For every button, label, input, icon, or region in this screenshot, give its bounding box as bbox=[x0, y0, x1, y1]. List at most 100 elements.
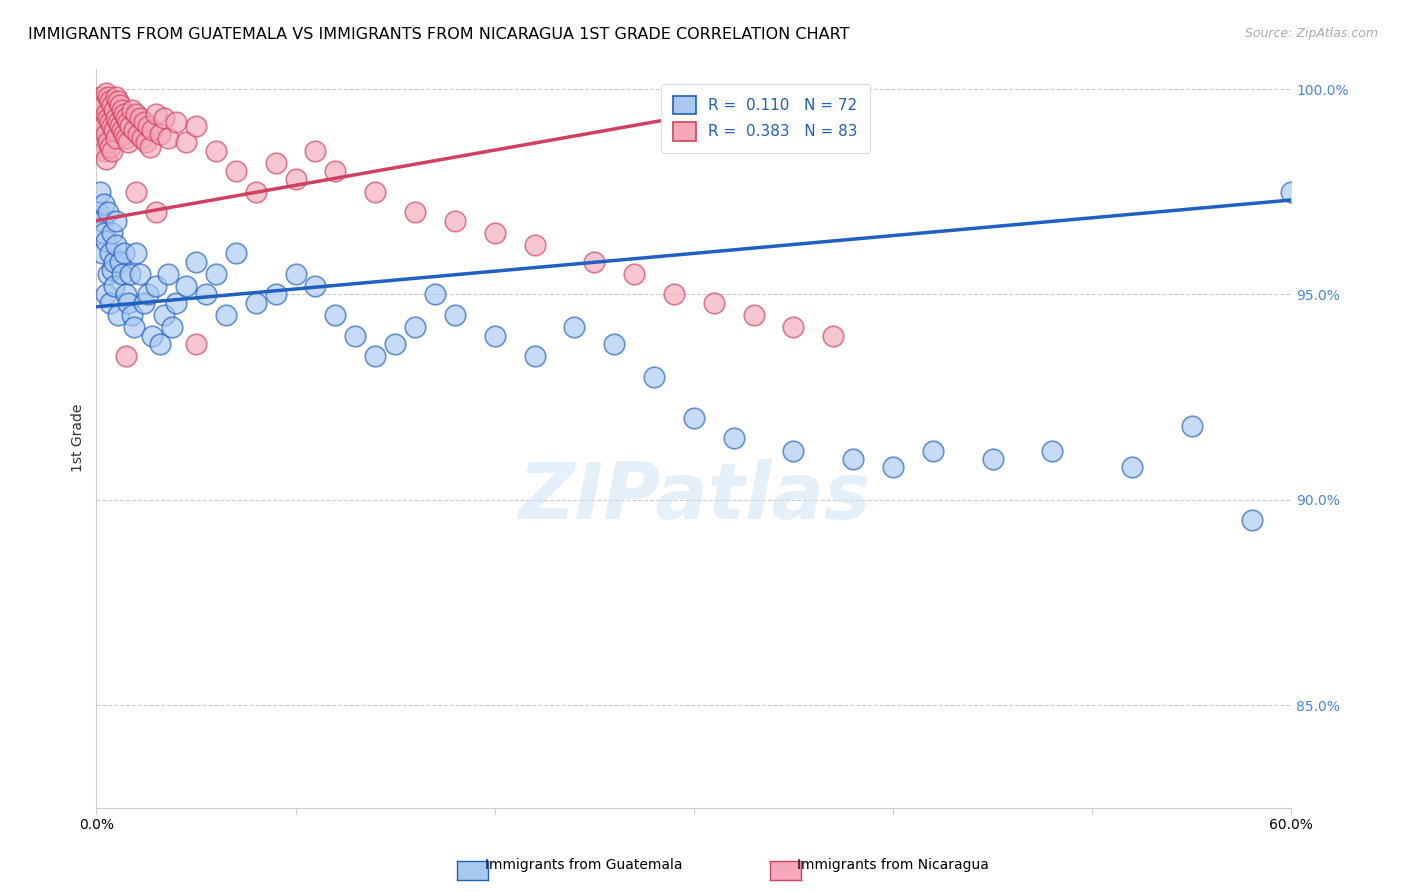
Point bbox=[1121, 460, 1143, 475]
Point bbox=[782, 320, 804, 334]
Point bbox=[107, 95, 129, 109]
Point bbox=[101, 226, 124, 240]
Point bbox=[89, 90, 111, 104]
Point bbox=[120, 267, 142, 281]
Point bbox=[823, 328, 845, 343]
Point bbox=[284, 172, 307, 186]
Point bbox=[105, 111, 128, 125]
Point bbox=[194, 287, 217, 301]
Point bbox=[91, 115, 114, 129]
Point bbox=[98, 139, 121, 153]
Point bbox=[325, 164, 347, 178]
Point bbox=[112, 106, 135, 120]
Text: Immigrants from Guatemala: Immigrants from Guatemala bbox=[485, 858, 682, 872]
Point bbox=[89, 131, 111, 145]
Point bbox=[444, 308, 467, 322]
Point bbox=[91, 213, 114, 227]
Point bbox=[174, 136, 197, 150]
Y-axis label: 1st Grade: 1st Grade bbox=[72, 404, 86, 473]
Point bbox=[111, 267, 134, 281]
Point bbox=[157, 267, 180, 281]
Point bbox=[125, 246, 148, 260]
Point bbox=[245, 295, 267, 310]
Point bbox=[115, 349, 138, 363]
Point bbox=[96, 86, 118, 100]
Point bbox=[98, 295, 121, 310]
Text: Immigrants from Nicaragua: Immigrants from Nicaragua bbox=[797, 858, 988, 872]
Text: Source: ZipAtlas.com: Source: ZipAtlas.com bbox=[1244, 27, 1378, 40]
Point bbox=[91, 246, 114, 260]
Point bbox=[184, 254, 207, 268]
Point bbox=[135, 136, 157, 150]
Legend: R =  0.110   N = 72, R =  0.383   N = 83: R = 0.110 N = 72, R = 0.383 N = 83 bbox=[661, 84, 870, 153]
Point bbox=[136, 287, 159, 301]
Point bbox=[136, 119, 159, 133]
Point bbox=[1240, 513, 1263, 527]
Text: IMMIGRANTS FROM GUATEMALA VS IMMIGRANTS FROM NICARAGUA 1ST GRADE CORRELATION CHA: IMMIGRANTS FROM GUATEMALA VS IMMIGRANTS … bbox=[28, 27, 849, 42]
Point bbox=[157, 131, 180, 145]
Point bbox=[131, 131, 153, 145]
Point bbox=[643, 369, 665, 384]
Point bbox=[603, 336, 626, 351]
Point bbox=[105, 90, 128, 104]
Point bbox=[484, 226, 506, 240]
Point bbox=[364, 349, 387, 363]
Point bbox=[174, 279, 197, 293]
Point bbox=[101, 144, 124, 158]
Point bbox=[623, 267, 645, 281]
Point bbox=[304, 279, 326, 293]
Point bbox=[103, 123, 125, 137]
Point bbox=[245, 185, 267, 199]
Point bbox=[110, 254, 132, 268]
Point bbox=[87, 205, 110, 219]
Point bbox=[145, 205, 167, 219]
Point bbox=[184, 119, 207, 133]
Point bbox=[562, 320, 585, 334]
Point bbox=[89, 111, 111, 125]
Point bbox=[153, 308, 176, 322]
Point bbox=[141, 328, 163, 343]
Point bbox=[165, 295, 187, 310]
Text: ZIPatlas: ZIPatlas bbox=[517, 459, 870, 535]
Point bbox=[404, 320, 426, 334]
Point bbox=[981, 451, 1004, 466]
Point bbox=[1040, 443, 1063, 458]
Point bbox=[96, 287, 118, 301]
Point bbox=[344, 328, 367, 343]
Point bbox=[134, 295, 156, 310]
Point bbox=[112, 128, 135, 142]
Point bbox=[112, 246, 135, 260]
Point bbox=[87, 123, 110, 137]
Point bbox=[103, 279, 125, 293]
Point bbox=[882, 460, 904, 475]
Point bbox=[205, 144, 228, 158]
Point bbox=[96, 106, 118, 120]
Point bbox=[97, 267, 120, 281]
Point bbox=[122, 123, 145, 137]
Point bbox=[103, 103, 125, 117]
Point bbox=[96, 152, 118, 166]
Point bbox=[111, 103, 134, 117]
Point bbox=[117, 295, 139, 310]
Point bbox=[97, 205, 120, 219]
Point bbox=[703, 295, 725, 310]
Point bbox=[93, 98, 115, 112]
Point bbox=[105, 131, 128, 145]
Point bbox=[115, 111, 138, 125]
Point bbox=[325, 308, 347, 322]
Point bbox=[129, 111, 152, 125]
Point bbox=[93, 119, 115, 133]
Point bbox=[122, 320, 145, 334]
Point bbox=[304, 144, 326, 158]
Point bbox=[662, 287, 685, 301]
Point bbox=[404, 205, 426, 219]
Point bbox=[121, 103, 143, 117]
Point bbox=[97, 111, 120, 125]
Point bbox=[444, 213, 467, 227]
Point bbox=[782, 443, 804, 458]
Point bbox=[129, 267, 152, 281]
Point bbox=[93, 226, 115, 240]
Point bbox=[117, 115, 139, 129]
Point bbox=[205, 267, 228, 281]
Point bbox=[107, 115, 129, 129]
